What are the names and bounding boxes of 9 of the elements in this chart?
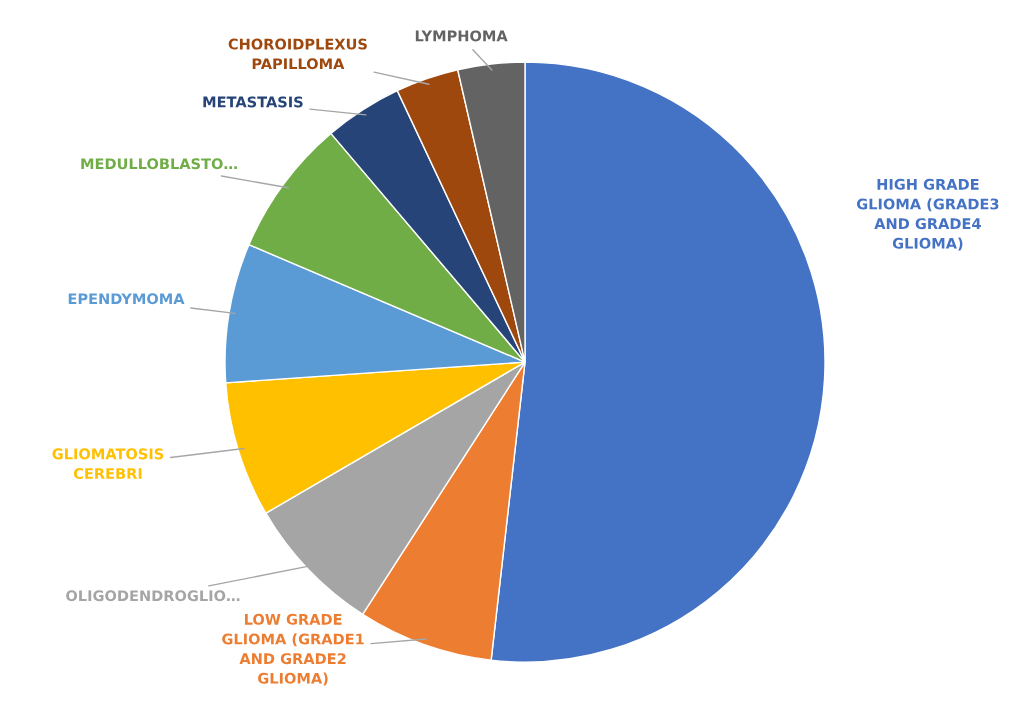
slice-label: OLIGODENDROGLIO… — [66, 590, 240, 602]
slice-label: LOW GRADE GLIOMA (GRADE1 AND GRADE2 GLIOMA) — [222, 613, 364, 686]
slice-label: LYMPHOMA — [415, 30, 508, 42]
slice-label: MEDULLOBLASTO… — [81, 158, 237, 170]
slice-label: METASTASIS — [203, 96, 303, 108]
slice-label: CHOROIDPLEXUS PAPILLOMA — [228, 38, 367, 70]
slice-label: HIGH GRADE GLIOMA (GRADE3 AND GRADE4 GLIOMA) — [856, 178, 999, 251]
slice-label: GLIOMATOSIS CEREBRI — [52, 448, 164, 480]
slice-label: EPENDYMOMA — [68, 293, 185, 305]
